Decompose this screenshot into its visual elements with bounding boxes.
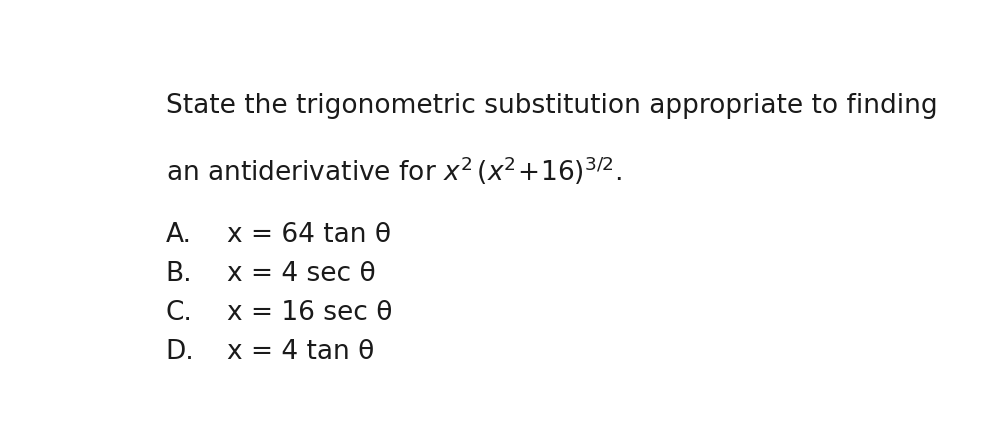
Text: D.: D. (166, 339, 195, 365)
Text: State the trigonometric substitution appropriate to finding: State the trigonometric substitution app… (166, 93, 938, 119)
Text: an antiderivative for $x^2\,(x^2\!+\!16)^{3/2}.$: an antiderivative for $x^2\,(x^2\!+\!16)… (166, 154, 621, 187)
Text: C.: C. (166, 300, 193, 326)
Text: x = 4 tan θ: x = 4 tan θ (227, 339, 374, 365)
Text: A.: A. (166, 222, 192, 248)
Text: B.: B. (166, 261, 193, 287)
Text: x = 64 tan θ: x = 64 tan θ (227, 222, 391, 248)
Text: x = 16 sec θ: x = 16 sec θ (227, 300, 392, 326)
Text: x = 4 sec θ: x = 4 sec θ (227, 261, 375, 287)
